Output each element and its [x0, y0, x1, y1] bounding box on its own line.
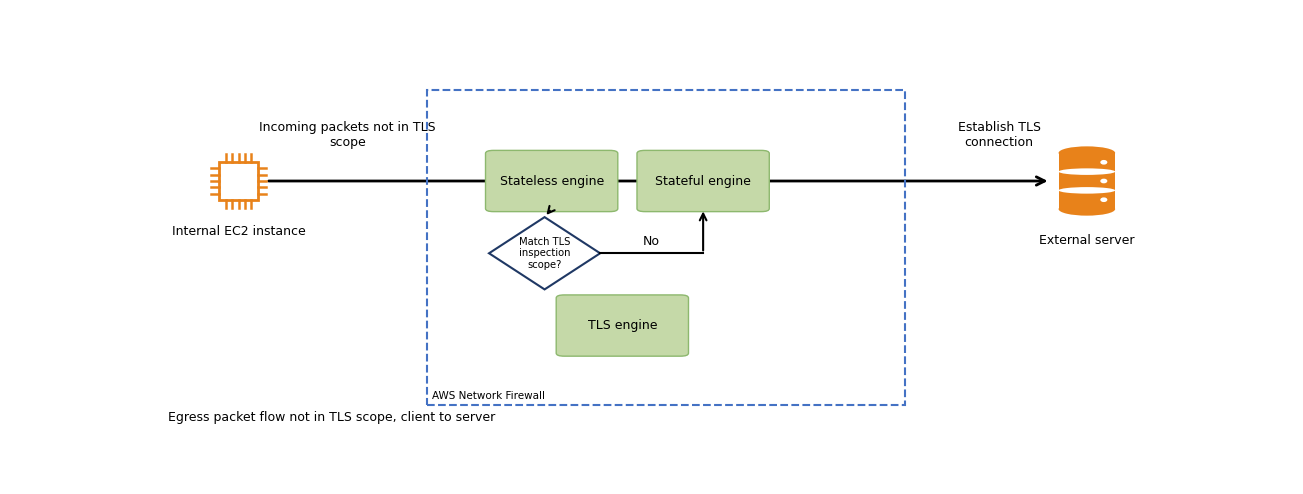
Ellipse shape	[1058, 187, 1115, 194]
Text: No: No	[644, 235, 661, 247]
Text: Internal EC2 instance: Internal EC2 instance	[172, 225, 305, 238]
Bar	[219, 162, 258, 200]
Text: Egress packet flow not in TLS scope, client to server: Egress packet flow not in TLS scope, cli…	[168, 412, 495, 424]
FancyBboxPatch shape	[637, 150, 769, 211]
Bar	[1058, 153, 1115, 209]
Text: TLS engine: TLS engine	[588, 319, 657, 332]
FancyBboxPatch shape	[486, 150, 618, 211]
Ellipse shape	[1058, 203, 1115, 216]
FancyBboxPatch shape	[556, 295, 688, 356]
Text: Establish TLS
connection: Establish TLS connection	[958, 121, 1041, 149]
Ellipse shape	[1058, 146, 1115, 160]
Text: Stateless engine: Stateless engine	[499, 174, 603, 188]
Text: Match TLS
inspection
scope?: Match TLS inspection scope?	[519, 237, 571, 270]
Text: Incoming packets not in TLS
scope: Incoming packets not in TLS scope	[259, 121, 437, 149]
Ellipse shape	[1100, 198, 1108, 202]
Ellipse shape	[1058, 168, 1115, 175]
Ellipse shape	[1100, 179, 1108, 183]
Text: AWS Network Firewall: AWS Network Firewall	[433, 391, 546, 401]
Text: Stateful engine: Stateful engine	[655, 174, 751, 188]
Bar	[427, 90, 906, 406]
Polygon shape	[489, 217, 601, 289]
Text: External server: External server	[1038, 234, 1135, 247]
Ellipse shape	[1100, 160, 1108, 165]
